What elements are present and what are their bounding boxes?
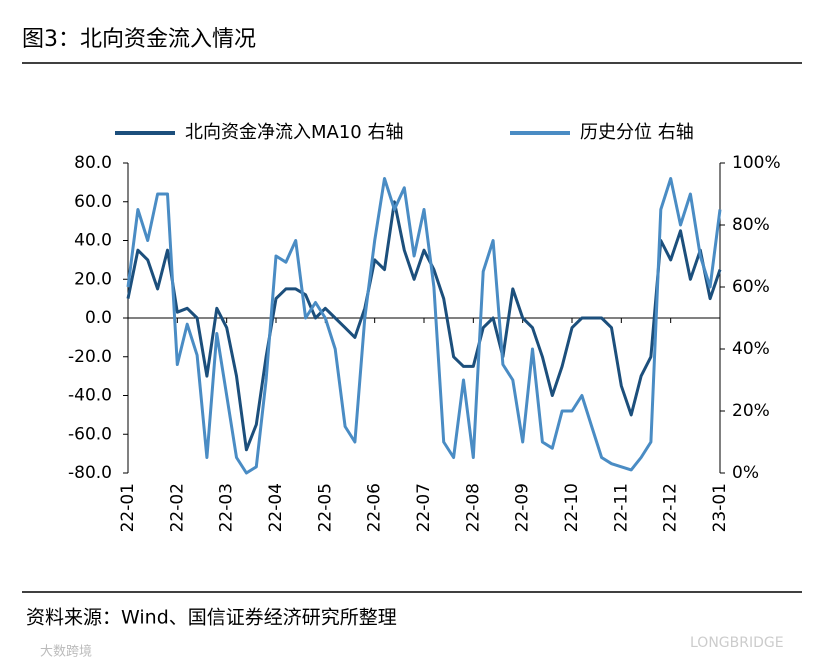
watermark: 大数跨境 (40, 645, 92, 660)
x-tick-label: 22-09 (513, 483, 533, 532)
y2-tick-label: 100% (732, 153, 781, 173)
y-tick-label: 80.0 (74, 153, 112, 173)
y-tick-label: 20.0 (74, 269, 112, 289)
legend-label: 北向资金净流入MA10 右轴 (185, 122, 403, 143)
x-tick-label: 22-01 (118, 483, 138, 532)
x-tick-label: 22-02 (167, 483, 187, 532)
y2-tick-label: 60% (732, 277, 770, 297)
watermark: LONGBRIDGE (690, 635, 784, 651)
y-tick-label: 40.0 (74, 231, 112, 251)
series-line (126, 200, 722, 452)
y2-tick-label: 20% (732, 401, 770, 421)
y2-tick-label: 80% (732, 215, 770, 235)
x-tick-label: 22-07 (414, 483, 434, 532)
x-tick-label: 22-12 (661, 483, 681, 532)
series-line (126, 177, 722, 475)
x-tick-label: 22-10 (562, 483, 582, 532)
chart-title: 图3：北向资金流入情况 (22, 27, 256, 52)
source: 资料来源：Wind、国信证券经济研究所整理 (26, 607, 397, 629)
x-tick-label: 22-03 (217, 483, 237, 532)
y-tick-label: -60.0 (68, 424, 112, 444)
y-tick-label: -40.0 (68, 386, 112, 406)
legend-label: 历史分位 右轴 (580, 122, 694, 143)
y-tick-label: -20.0 (68, 347, 112, 367)
y2-tick-label: 40% (732, 339, 770, 359)
x-tick-label: 22-11 (611, 483, 631, 532)
y-tick-label: 60.0 (74, 192, 112, 212)
y-tick-label: 0.0 (85, 308, 112, 328)
x-tick-label: 22-04 (266, 483, 286, 532)
y-tick-label: -80.0 (68, 463, 112, 483)
x-tick-label: 22-05 (315, 483, 335, 532)
x-tick-label: 23-01 (710, 483, 730, 532)
y2-tick-label: 0% (732, 463, 759, 483)
x-tick-label: 22-08 (463, 483, 483, 532)
x-tick-label: 22-06 (365, 483, 385, 532)
